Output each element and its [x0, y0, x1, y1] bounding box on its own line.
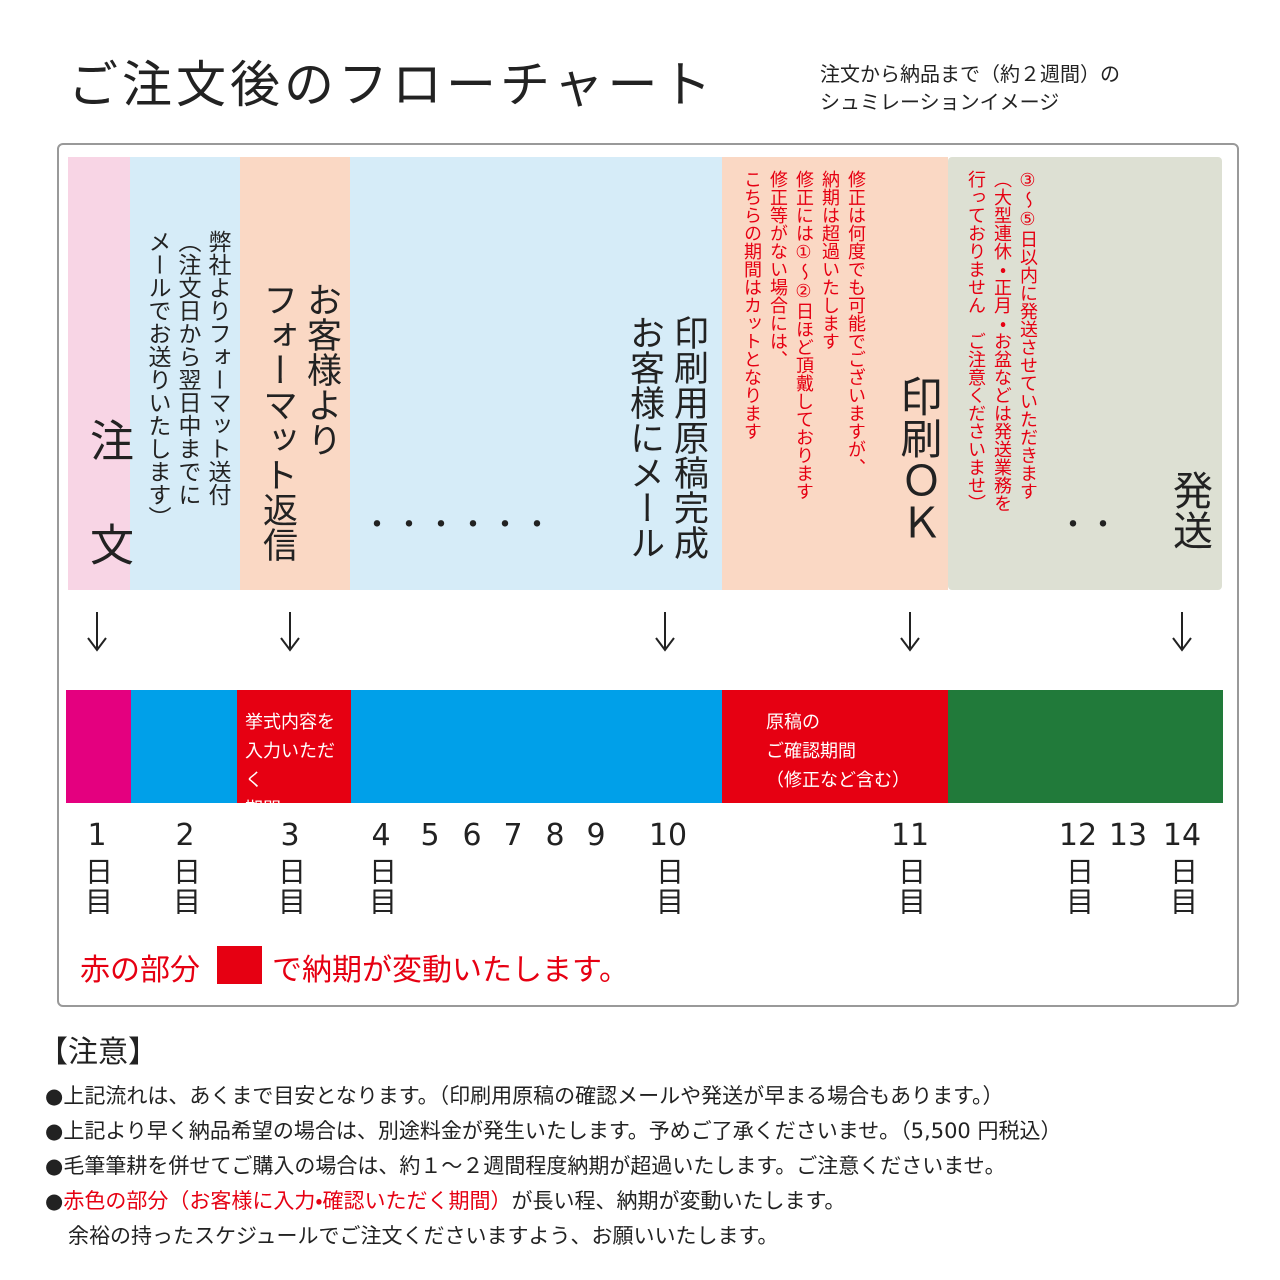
dots: ・・: [1058, 508, 1118, 543]
note-line: 納期は超過いたします: [819, 170, 840, 350]
notice-item: ●上記流れは、あくまで目安となります。（印刷用原稿の確認メールや発送が早まる場合…: [45, 1084, 1004, 1108]
day-number: 7: [503, 818, 523, 853]
day-number: 13: [1108, 818, 1148, 853]
notice-title: 【注意】: [38, 1035, 158, 1070]
frame: [57, 143, 1239, 1007]
timeline-segment: [131, 690, 237, 803]
step-line: （注文日から翌日中までに: [174, 230, 200, 506]
note-line: 修正等がない場合には、: [767, 170, 788, 368]
day-number: 2: [175, 818, 195, 853]
step-main: 印刷ＯＫ: [894, 375, 943, 543]
day: 14 日目: [1152, 818, 1212, 917]
timeline-segment: [351, 690, 722, 803]
notice-item: 余裕の持ったスケジュールでご注文くださいますよう、お願いいたします。: [68, 1224, 779, 1248]
day-number: 3: [280, 818, 300, 853]
step-line: お客様より: [301, 282, 341, 457]
step-notes: 修正は何度でも可能でございますが、 納期は超過いたします 修正には①～②日ほど頂…: [738, 170, 868, 500]
note-line: 行っておりません ご注意くださいませ）: [965, 170, 986, 512]
day: 10 日目: [638, 818, 698, 917]
legend-text: 赤の部分: [80, 953, 200, 988]
step-box: [948, 157, 1222, 590]
day: 5: [400, 818, 460, 853]
day-number: 1: [87, 818, 107, 853]
day-suffix: 日目: [169, 857, 202, 917]
step-notes: ③～⑤日以内に発送させていただきます （大型連休・正月・お盆などは発送業務を 行…: [962, 170, 1040, 512]
arrows: [87, 612, 1192, 652]
note-line: こちらの期間はカットとなります: [741, 170, 762, 440]
step-main: 発送: [1166, 470, 1212, 550]
day-number: 5: [420, 818, 440, 853]
legend-text: で納期が変動いたします。: [272, 953, 629, 988]
day-number: 10: [648, 818, 688, 853]
step-line: お客様にメール: [624, 315, 664, 560]
day-number: 8: [545, 818, 565, 853]
segment-label: ご確認期間: [766, 741, 856, 762]
day-number: 12: [1058, 818, 1098, 853]
step-line: メールでお送りいたします）: [144, 230, 170, 529]
legend-swatch: [217, 946, 262, 984]
day-suffix: 日目: [894, 857, 927, 917]
day: 4 日目: [351, 818, 411, 917]
step-text: お客様より フォーマット返信: [255, 282, 343, 562]
segment-label: （修正など含む）: [766, 770, 910, 791]
day-suffix: 日目: [274, 857, 307, 917]
notice-text: が長い程、納期が変動いたします。: [511, 1189, 846, 1213]
day: 13: [1098, 818, 1158, 853]
step-box: [240, 157, 350, 590]
notice-item: ●上記より早く納品希望の場合は、別途料金が発生いたします。予めご了承くださいませ…: [45, 1119, 1062, 1143]
segment-label: 挙式内容を: [245, 712, 335, 733]
day: 1 日目: [67, 818, 127, 917]
day-suffix: 日目: [81, 857, 114, 917]
dots: ・・・・・・: [362, 508, 554, 543]
step-main: 注 文: [82, 418, 133, 574]
note-line: （大型連休・正月・お盆などは発送業務を: [991, 170, 1012, 512]
notice-red: 赤色の部分（お客様に入力・確認いただく期間）: [63, 1189, 512, 1213]
title: ご注文後のフローチャート: [68, 56, 716, 114]
day: 7: [483, 818, 543, 853]
bullet: ●: [45, 1189, 64, 1213]
timeline-segment: 挙式内容を 入力いただく 期間: [237, 690, 351, 820]
timeline-segment: [66, 690, 131, 803]
day-number: 6: [462, 818, 482, 853]
day-suffix: 日目: [1062, 857, 1095, 917]
day-suffix: 日目: [365, 857, 398, 917]
day-suffix: 日目: [1166, 857, 1199, 917]
step-line: フォーマット返信: [257, 282, 297, 562]
subtitle: シュミレーションイメージ: [820, 90, 1060, 114]
timeline-segment: 原稿の ご確認期間 （修正など含む）: [722, 690, 948, 803]
segment-label: 期間: [245, 799, 281, 820]
day-number: 11: [890, 818, 930, 853]
day: 9: [566, 818, 626, 853]
timeline-segment: [948, 690, 1223, 803]
step-line: 弊社よりフォーマット送付: [204, 230, 230, 506]
notice-item: ●赤色の部分（お客様に入力・確認いただく期間）が長い程、納期が変動いたします。: [45, 1185, 845, 1215]
notice-item: ●毛筆筆耕を併せてご購入の場合は、約１～２週間程度納期が超過いたします。ご注意く…: [45, 1154, 1006, 1178]
day-number: 4: [371, 818, 391, 853]
segment-label: 原稿の: [766, 712, 820, 733]
step-box: [350, 157, 722, 590]
day: 8: [525, 818, 585, 853]
step-line: 印刷用原稿完成: [668, 315, 708, 560]
step-box: [130, 157, 240, 590]
day: 6: [442, 818, 502, 853]
day-number: 14: [1162, 818, 1202, 853]
segment-label: 入力いただく: [245, 741, 335, 791]
day: 3 日目: [260, 818, 320, 917]
day: 12 日目: [1048, 818, 1108, 917]
day: 2 日目: [155, 818, 215, 917]
step-box: [722, 157, 948, 590]
note-line: 修正には①～②日ほど頂戴しております: [793, 170, 814, 500]
step-box: [68, 157, 130, 590]
step-text: 印刷用原稿完成 お客様にメール: [622, 315, 710, 560]
subtitle: 注文から納品まで（約２週間）の: [820, 62, 1120, 86]
day-suffix: 日目: [652, 857, 685, 917]
day: 11 日目: [880, 818, 940, 917]
note-line: ③～⑤日以内に発送させていただきます: [1017, 170, 1038, 500]
step-text: 弊社よりフォーマット送付 （注文日から翌日中までに メールでお送りいたします）: [142, 230, 232, 529]
note-line: 修正は何度でも可能でございますが、: [845, 170, 866, 476]
day-number: 9: [586, 818, 606, 853]
